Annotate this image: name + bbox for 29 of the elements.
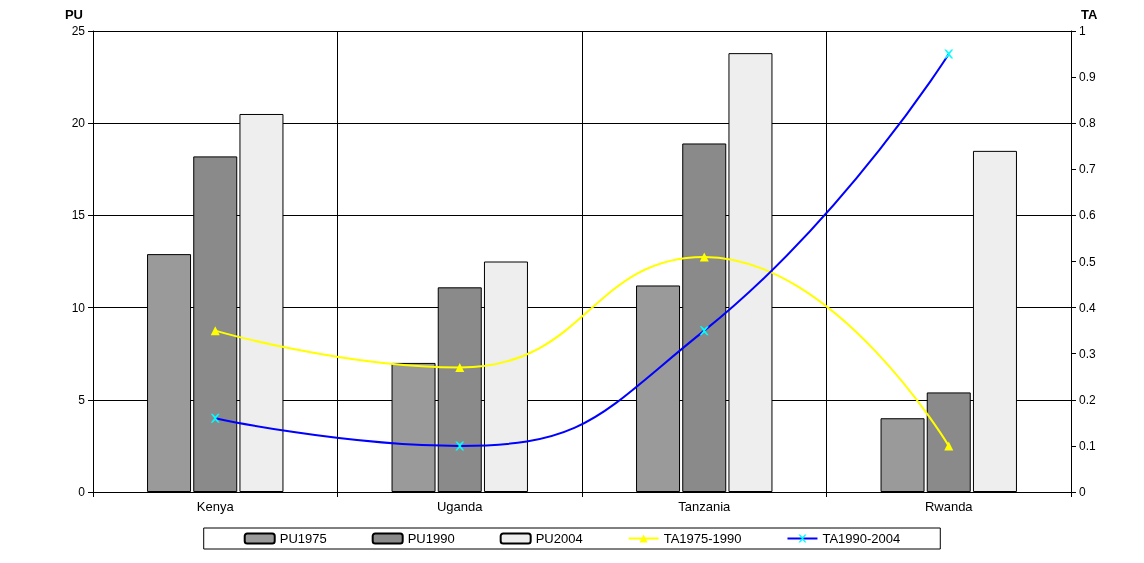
- y2-tick-label: 0.6: [1079, 208, 1097, 223]
- y-axis-title: PU: [64, 7, 83, 22]
- y2-tick-label: 0.9: [1079, 70, 1097, 85]
- y-tick-label: 10: [71, 300, 86, 315]
- y-tick-label: 15: [71, 208, 86, 223]
- x-tick-label: Rwanda: [924, 499, 974, 514]
- y2-tick-label: 0.5: [1079, 254, 1097, 269]
- y-tick-label: 20: [71, 116, 86, 131]
- y2-tick-label: 0.2: [1079, 392, 1097, 407]
- x-tick-label: Uganda: [436, 499, 484, 514]
- legend-label: PU2004: [535, 531, 583, 546]
- y2-axis-title: TA: [1081, 7, 1098, 22]
- bar: [880, 418, 925, 492]
- y2-tick-label: 0.3: [1079, 346, 1097, 361]
- y2-tick-label: 0.7: [1079, 162, 1097, 177]
- y-tick-label: 0: [78, 485, 86, 499]
- legend-label: PU1990: [407, 531, 455, 546]
- y2-tick-label: 0.4: [1079, 300, 1097, 315]
- y2-tick-label: 1: [1079, 24, 1086, 38]
- legend-label: TA1975-1990: [663, 531, 742, 546]
- legend-label: TA1990-2004: [822, 531, 901, 546]
- y2-tick-label: 0: [1079, 485, 1086, 499]
- x-tick-label: Tanzania: [678, 499, 732, 514]
- x-tick-label: Kenya: [196, 499, 235, 514]
- y-tick-label: 25: [71, 24, 86, 38]
- legend-label: PU1975: [279, 531, 327, 546]
- y2-tick-label: 0.8: [1079, 116, 1097, 131]
- y-tick-label: 5: [78, 392, 86, 407]
- y2-tick-label: 0.1: [1079, 438, 1097, 453]
